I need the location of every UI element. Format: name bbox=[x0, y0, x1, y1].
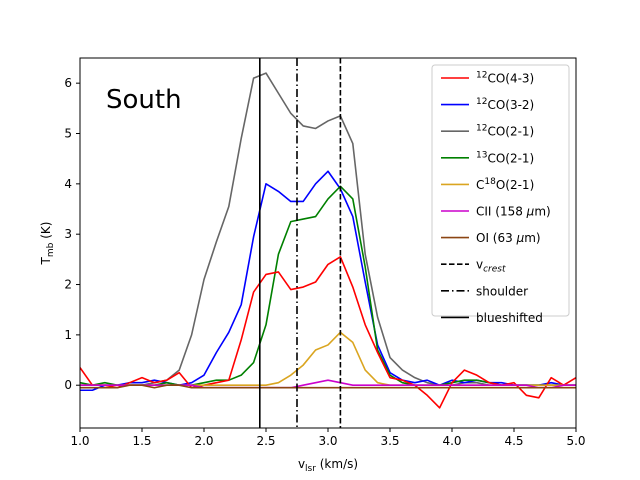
series-line-3 bbox=[80, 256, 576, 409]
series-line-6 bbox=[80, 384, 576, 389]
y-tick-label: 2 bbox=[64, 278, 72, 292]
legend-label: shoulder bbox=[476, 284, 528, 298]
x-axis-label: vlsr (km/s) bbox=[298, 457, 358, 474]
legend-label: 12CO(4-3) bbox=[476, 71, 534, 86]
x-tick-label: 1.5 bbox=[132, 434, 151, 448]
x-tick-label: 2.5 bbox=[256, 434, 275, 448]
y-axis-ticks: 0 1 2 3 4 5 6 bbox=[64, 76, 80, 392]
legend-label: CII (158 μm) bbox=[476, 205, 551, 219]
series-layer bbox=[80, 72, 576, 409]
legend-label: 12CO(2-1) bbox=[476, 124, 534, 139]
x-tick-label: 1.0 bbox=[70, 434, 89, 448]
y-tick-label: 3 bbox=[64, 227, 72, 241]
legend: 12CO(4-3) 12CO(3-2) 12CO(2-1) 13CO(2-1) C18O… bbox=[431, 64, 570, 325]
y-axis-label: Tmb (K) bbox=[39, 222, 56, 266]
x-tick-label: 3.5 bbox=[380, 434, 399, 448]
legend-label: OI (63 μm) bbox=[476, 231, 541, 245]
legend-label: 12CO(3-2) bbox=[476, 97, 534, 112]
y-tick-label: 6 bbox=[64, 76, 72, 90]
x-tick-label: 2.0 bbox=[194, 434, 213, 448]
legend-label: C18O(2-1) bbox=[476, 177, 534, 192]
panel-annotation: South bbox=[106, 85, 182, 115]
y-tick-label: 4 bbox=[64, 177, 72, 191]
y-tick-label: 1 bbox=[64, 328, 72, 342]
series-line-5 bbox=[80, 379, 576, 389]
legend-label: 13CO(2-1) bbox=[476, 150, 534, 165]
series-line-1 bbox=[80, 170, 576, 392]
vline-layer bbox=[258, 58, 342, 428]
y-tick-label: 5 bbox=[64, 127, 72, 141]
legend-frame bbox=[431, 64, 570, 317]
x-tick-label: 4.5 bbox=[504, 434, 523, 448]
legend-label: vcrest bbox=[476, 258, 506, 275]
legend-label: blueshifted bbox=[476, 311, 543, 325]
x-tick-label: 4.0 bbox=[442, 434, 461, 448]
x-axis-ticks: 1.0 1.5 2.0 2.5 3.0 3.5 4.0 4.5 5.0 bbox=[70, 428, 586, 448]
y-tick-label: 0 bbox=[64, 378, 72, 392]
x-tick-label: 3.0 bbox=[318, 434, 337, 448]
x-tick-label: 5.0 bbox=[566, 434, 585, 448]
